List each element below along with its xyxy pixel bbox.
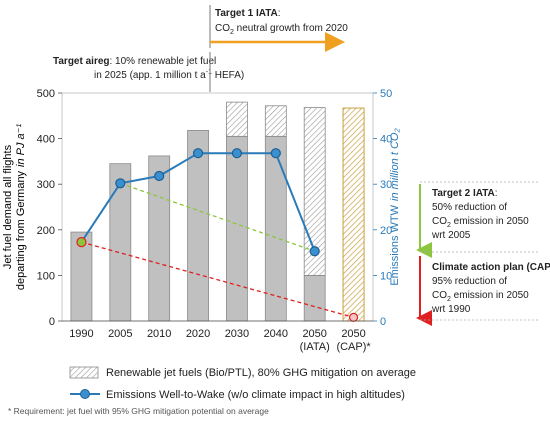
y-left-title-line2-a: departing from Germany bbox=[15, 170, 27, 290]
y-right-title-a: Emissions WTW bbox=[389, 204, 401, 285]
legend: Renewable jet fuels (Bio/PTL), 80% GHG m… bbox=[69, 366, 416, 401]
iata2-line1: 50% reduction of bbox=[432, 202, 507, 213]
iata2-line2: CO2 emission in 2050 bbox=[432, 216, 529, 229]
emissions-point-1 bbox=[115, 178, 126, 189]
annotation-target-iata2: Target 2 IATA: 50% reduction of CO2 emis… bbox=[416, 181, 538, 258]
target-lines-group bbox=[81, 182, 354, 318]
cap-title-text: Climate action plan (CAP): bbox=[432, 262, 550, 273]
iata2-line3: wrt 2005 bbox=[431, 230, 471, 241]
plot-frame bbox=[61, 92, 374, 322]
emissions-point-3 bbox=[192, 148, 204, 159]
bar-renewable-6 bbox=[303, 107, 326, 276]
y-left-title-unit: in PJ a⁻¹ bbox=[15, 124, 27, 167]
target-line-1 bbox=[120, 182, 315, 252]
cap-line2-rest: emission in 2050 bbox=[451, 290, 529, 301]
annotation-cap: Climate action plan (CAP): 95% reduction… bbox=[416, 256, 550, 326]
y-right-tick-label-3: 30 bbox=[380, 179, 392, 191]
target-line-0 bbox=[81, 241, 354, 318]
cap-line2: CO2 emission in 2050 bbox=[432, 290, 529, 303]
y-left-title-line1: Jet fuel demand all flights bbox=[2, 144, 14, 269]
y-right-tick-label-2: 20 bbox=[380, 225, 392, 237]
emissions-point-0 bbox=[76, 237, 87, 248]
x-tick-label-1: 2005 bbox=[108, 328, 132, 340]
y-left-title-line2: departing from Germany in PJ a⁻¹ bbox=[15, 124, 27, 291]
iata1-body-text: CO2 neutral growth from 2020 bbox=[215, 23, 348, 36]
emissions-point-4 bbox=[231, 148, 243, 159]
iata2-title: Target 2 IATA bbox=[432, 188, 495, 199]
cap-line1: 95% reduction of bbox=[432, 276, 507, 287]
x-tick-label-3: 2020 bbox=[186, 328, 210, 340]
iata1-rest: neutral growth from 2020 bbox=[234, 23, 348, 34]
annotation-target-aireg: Target aireg: 10% renewable jet fuel in … bbox=[53, 52, 244, 92]
aireg-line2-a: in 2025 (app. 1 million t a bbox=[94, 70, 206, 81]
emissions-point-5 bbox=[270, 148, 281, 159]
emissions-point-2 bbox=[154, 170, 165, 182]
aireg-line2-sup: -1 bbox=[206, 69, 212, 76]
x-tick-label-6: 2050 (IATA) bbox=[300, 328, 330, 353]
y-left-title: Jet fuel demand all flights departing fr… bbox=[2, 124, 27, 291]
y-right-tick-label-0: 0 bbox=[380, 316, 386, 328]
legend-renewable-swatch bbox=[69, 366, 99, 379]
legend-renewable-label: Renewable jet fuels (Bio/PTL), 80% GHG m… bbox=[106, 367, 416, 379]
x-tick-label-4: 2030 bbox=[225, 328, 249, 340]
y-right-title-unit: in million t CO₂ bbox=[389, 128, 401, 201]
iata1-title: Target 1 IATA bbox=[215, 8, 278, 19]
x-tick-label-7: 2050 (CAP)* bbox=[336, 328, 371, 353]
bars-group bbox=[70, 101, 365, 322]
bar-cap-7 bbox=[342, 107, 365, 322]
cap-line2-sub: 2 bbox=[447, 296, 451, 303]
iata1-sub: 2 bbox=[230, 29, 234, 36]
y-left-tick-label-5: 500 bbox=[37, 88, 55, 100]
bar-conventional-3 bbox=[187, 129, 209, 322]
bar-conventional-6 bbox=[303, 274, 326, 322]
y-left-tick-label-0: 0 bbox=[49, 316, 55, 328]
cap-title: Climate action plan (CAP) bbox=[432, 262, 550, 273]
aireg-rest: : 10% renewable jet fuel bbox=[110, 56, 217, 67]
iata2-title-text: Target 2 IATA: bbox=[432, 188, 498, 199]
y-right-tick-label-1: 10 bbox=[380, 270, 392, 282]
y-right-tick-label-4: 40 bbox=[380, 134, 392, 146]
legend-emissions-marker bbox=[80, 389, 90, 399]
y-left-tick-label-3: 300 bbox=[37, 179, 55, 191]
y-right-tick-label-5: 50 bbox=[380, 88, 392, 100]
emissions-point-6 bbox=[309, 246, 320, 257]
aireg-line2-b: HEFA) bbox=[212, 70, 244, 81]
iata2-line2-sub: 2 bbox=[447, 222, 451, 229]
emissions-point-7 bbox=[348, 312, 359, 322]
bar-conventional-4 bbox=[226, 135, 248, 322]
legend-emissions-label: Emissions Well-to-Wake (w/o climate impa… bbox=[106, 389, 405, 401]
aireg-line1: Target aireg: 10% renewable jet fuel bbox=[53, 56, 216, 67]
iata1-co: CO bbox=[215, 23, 230, 34]
y-right-title-text: Emissions WTW in million t CO₂ bbox=[389, 128, 401, 286]
y-left-tick-label-2: 200 bbox=[37, 225, 55, 237]
y-right-title: Emissions WTW in million t CO₂ bbox=[389, 128, 401, 286]
iata1-title-text: Target 1 IATA: bbox=[215, 8, 281, 19]
emissions-group bbox=[76, 148, 359, 322]
x-tick-label-5: 2040 bbox=[264, 328, 288, 340]
annotation-target-iata1: Target 1 IATA: CO2 neutral growth from 2… bbox=[209, 5, 348, 52]
iata1-colon: : bbox=[278, 8, 281, 19]
x-tick-label-2: 2010 bbox=[147, 328, 171, 340]
bar-renewable-4 bbox=[226, 101, 248, 137]
iata2-colon: : bbox=[495, 188, 498, 199]
cap-line2-co: CO bbox=[432, 290, 447, 301]
aireg-line2: in 2025 (app. 1 million t a-1 HEFA) bbox=[94, 69, 244, 81]
footnote: * Requirement: jet fuel with 95% GHG mit… bbox=[8, 406, 269, 416]
bar-renewable-5 bbox=[264, 105, 287, 137]
cap-line3: wrt 1990 bbox=[431, 304, 471, 315]
x-tick-label-0: 1990 bbox=[69, 328, 93, 340]
iata2-line2-co: CO bbox=[432, 216, 447, 227]
iata2-line2-rest: emission in 2050 bbox=[451, 216, 529, 227]
bar-conventional-5 bbox=[264, 135, 287, 322]
y-left-tick-label-4: 400 bbox=[37, 134, 55, 146]
y-left-tick-label-1: 100 bbox=[37, 270, 55, 282]
aireg-title: Target aireg bbox=[53, 56, 110, 67]
